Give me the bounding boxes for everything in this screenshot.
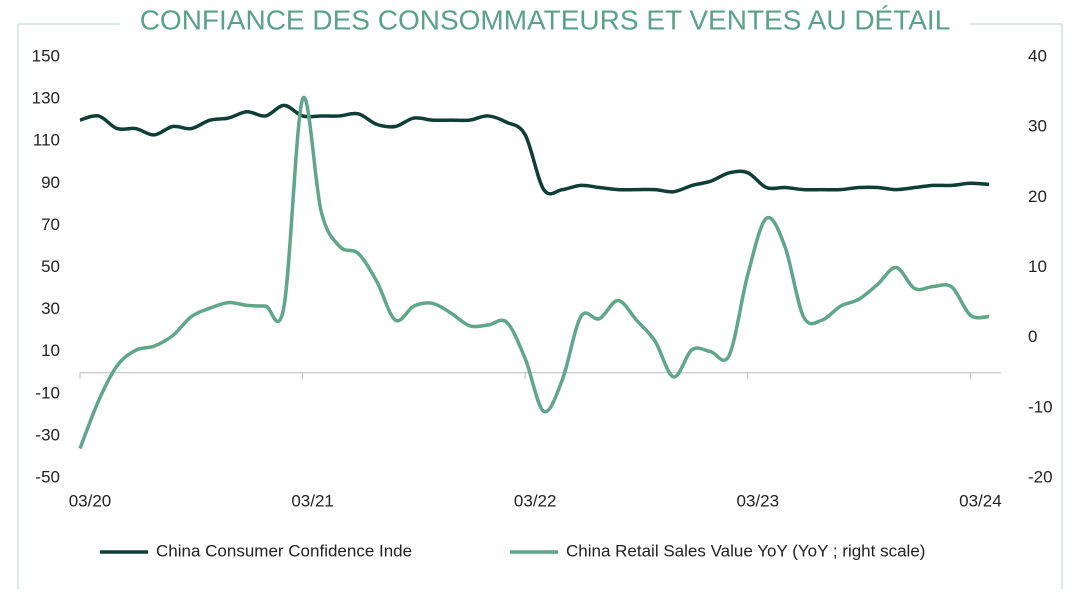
x-tick-label: 03/24 — [959, 491, 1002, 510]
legend-label: China Consumer Confidence Inde — [156, 541, 412, 560]
chart-title: CONFIANCE DES CONSOMMATEURS ET VENTES AU… — [140, 4, 951, 35]
x-tick-label: 03/23 — [737, 491, 780, 510]
y-tick-label: -10 — [35, 383, 60, 402]
y2-tick-label: 20 — [1028, 187, 1047, 206]
y-tick-label: -50 — [35, 467, 60, 486]
y-tick-label: 130 — [32, 89, 60, 108]
y-tick-label: 10 — [41, 341, 60, 360]
series-line — [79, 103, 990, 196]
y-tick-label: 150 — [32, 46, 60, 65]
x-tick-label: 03/22 — [514, 491, 557, 510]
y2-tick-label: 30 — [1028, 117, 1047, 136]
x-tick-label: 03/20 — [69, 491, 112, 510]
y-tick-label: 50 — [41, 257, 60, 276]
series-line — [78, 95, 990, 450]
y-tick-label: -30 — [35, 425, 60, 444]
y2-tick-label: -10 — [1028, 397, 1053, 416]
y2-tick-label: 40 — [1028, 46, 1047, 65]
title-backdrop — [120, 0, 970, 40]
y-tick-label: 90 — [41, 173, 60, 192]
y2-tick-label: 0 — [1028, 327, 1037, 346]
legend-label: China Retail Sales Value YoY (YoY ; righ… — [566, 541, 925, 560]
y-tick-label: 70 — [41, 215, 60, 234]
y-tick-label: 110 — [33, 131, 60, 150]
x-tick-label: 03/21 — [291, 491, 334, 510]
y2-tick-label: -20 — [1028, 467, 1053, 486]
y2-tick-label: 10 — [1028, 257, 1047, 276]
y-tick-label: 30 — [41, 299, 60, 318]
